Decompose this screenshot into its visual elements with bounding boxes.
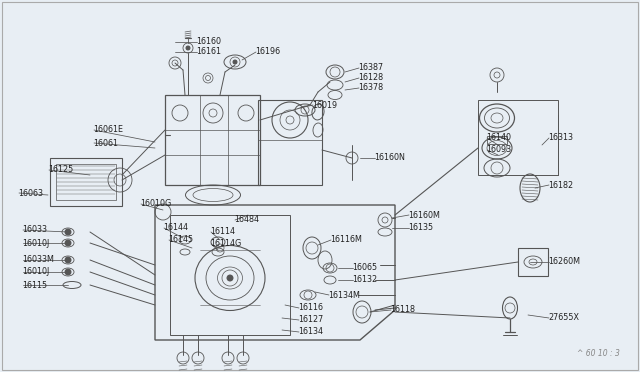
Text: 16116M: 16116M [330, 235, 362, 244]
Text: 16010J: 16010J [22, 267, 49, 276]
Text: 16161: 16161 [196, 48, 221, 57]
Text: 16160: 16160 [196, 38, 221, 46]
Text: 27655X: 27655X [548, 314, 579, 323]
Text: 16145: 16145 [168, 235, 193, 244]
Text: 16063: 16063 [18, 189, 43, 198]
Text: 16116: 16116 [298, 304, 323, 312]
Bar [518, 248, 548, 276]
Text: 16196: 16196 [255, 48, 280, 57]
Text: 16260M: 16260M [548, 257, 580, 266]
Text: 16125: 16125 [48, 166, 73, 174]
Text: 16135: 16135 [408, 224, 433, 232]
Text: 16128: 16128 [358, 74, 383, 83]
Circle shape [227, 275, 233, 281]
Text: 16061E: 16061E [93, 125, 123, 135]
Bar [50, 158, 122, 206]
Text: 16033M: 16033M [22, 256, 54, 264]
Text: 16118: 16118 [390, 305, 415, 314]
Text: 16010J: 16010J [22, 238, 49, 247]
Text: 16065: 16065 [352, 263, 377, 273]
Bar [487, 136, 507, 144]
Circle shape [233, 60, 237, 64]
Text: 16313: 16313 [548, 134, 573, 142]
Text: 16140: 16140 [486, 134, 511, 142]
Circle shape [65, 229, 71, 235]
Text: 16033: 16033 [22, 225, 47, 234]
Text: 16160N: 16160N [374, 154, 405, 163]
Text: 16144: 16144 [163, 224, 188, 232]
Text: 16134: 16134 [298, 327, 323, 337]
Text: 16115: 16115 [22, 280, 47, 289]
Bar [478, 100, 558, 175]
Circle shape [186, 46, 190, 50]
Bar [56, 164, 116, 200]
Text: 16134M: 16134M [328, 291, 360, 299]
Text: 16387: 16387 [358, 64, 383, 73]
Text: 16061: 16061 [93, 138, 118, 148]
Text: 16127: 16127 [298, 315, 323, 324]
Text: 16132: 16132 [352, 276, 377, 285]
Text: 16114G: 16114G [210, 240, 241, 248]
Text: 16010G: 16010G [140, 199, 172, 208]
Text: 16160M: 16160M [408, 211, 440, 219]
Circle shape [65, 257, 71, 263]
Circle shape [65, 240, 71, 246]
Text: 16019: 16019 [312, 100, 337, 109]
Circle shape [65, 269, 71, 275]
Text: 16114: 16114 [210, 228, 235, 237]
Text: 16093: 16093 [486, 145, 511, 154]
Text: 16484: 16484 [234, 215, 259, 224]
Text: ^ 60 10 : 3: ^ 60 10 : 3 [577, 349, 620, 358]
Text: 16182: 16182 [548, 180, 573, 189]
Text: 16378: 16378 [358, 83, 383, 93]
